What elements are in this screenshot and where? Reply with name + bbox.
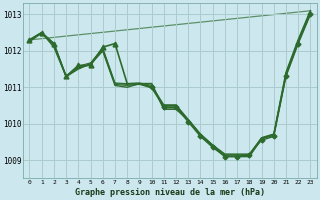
- X-axis label: Graphe pression niveau de la mer (hPa): Graphe pression niveau de la mer (hPa): [75, 188, 265, 197]
